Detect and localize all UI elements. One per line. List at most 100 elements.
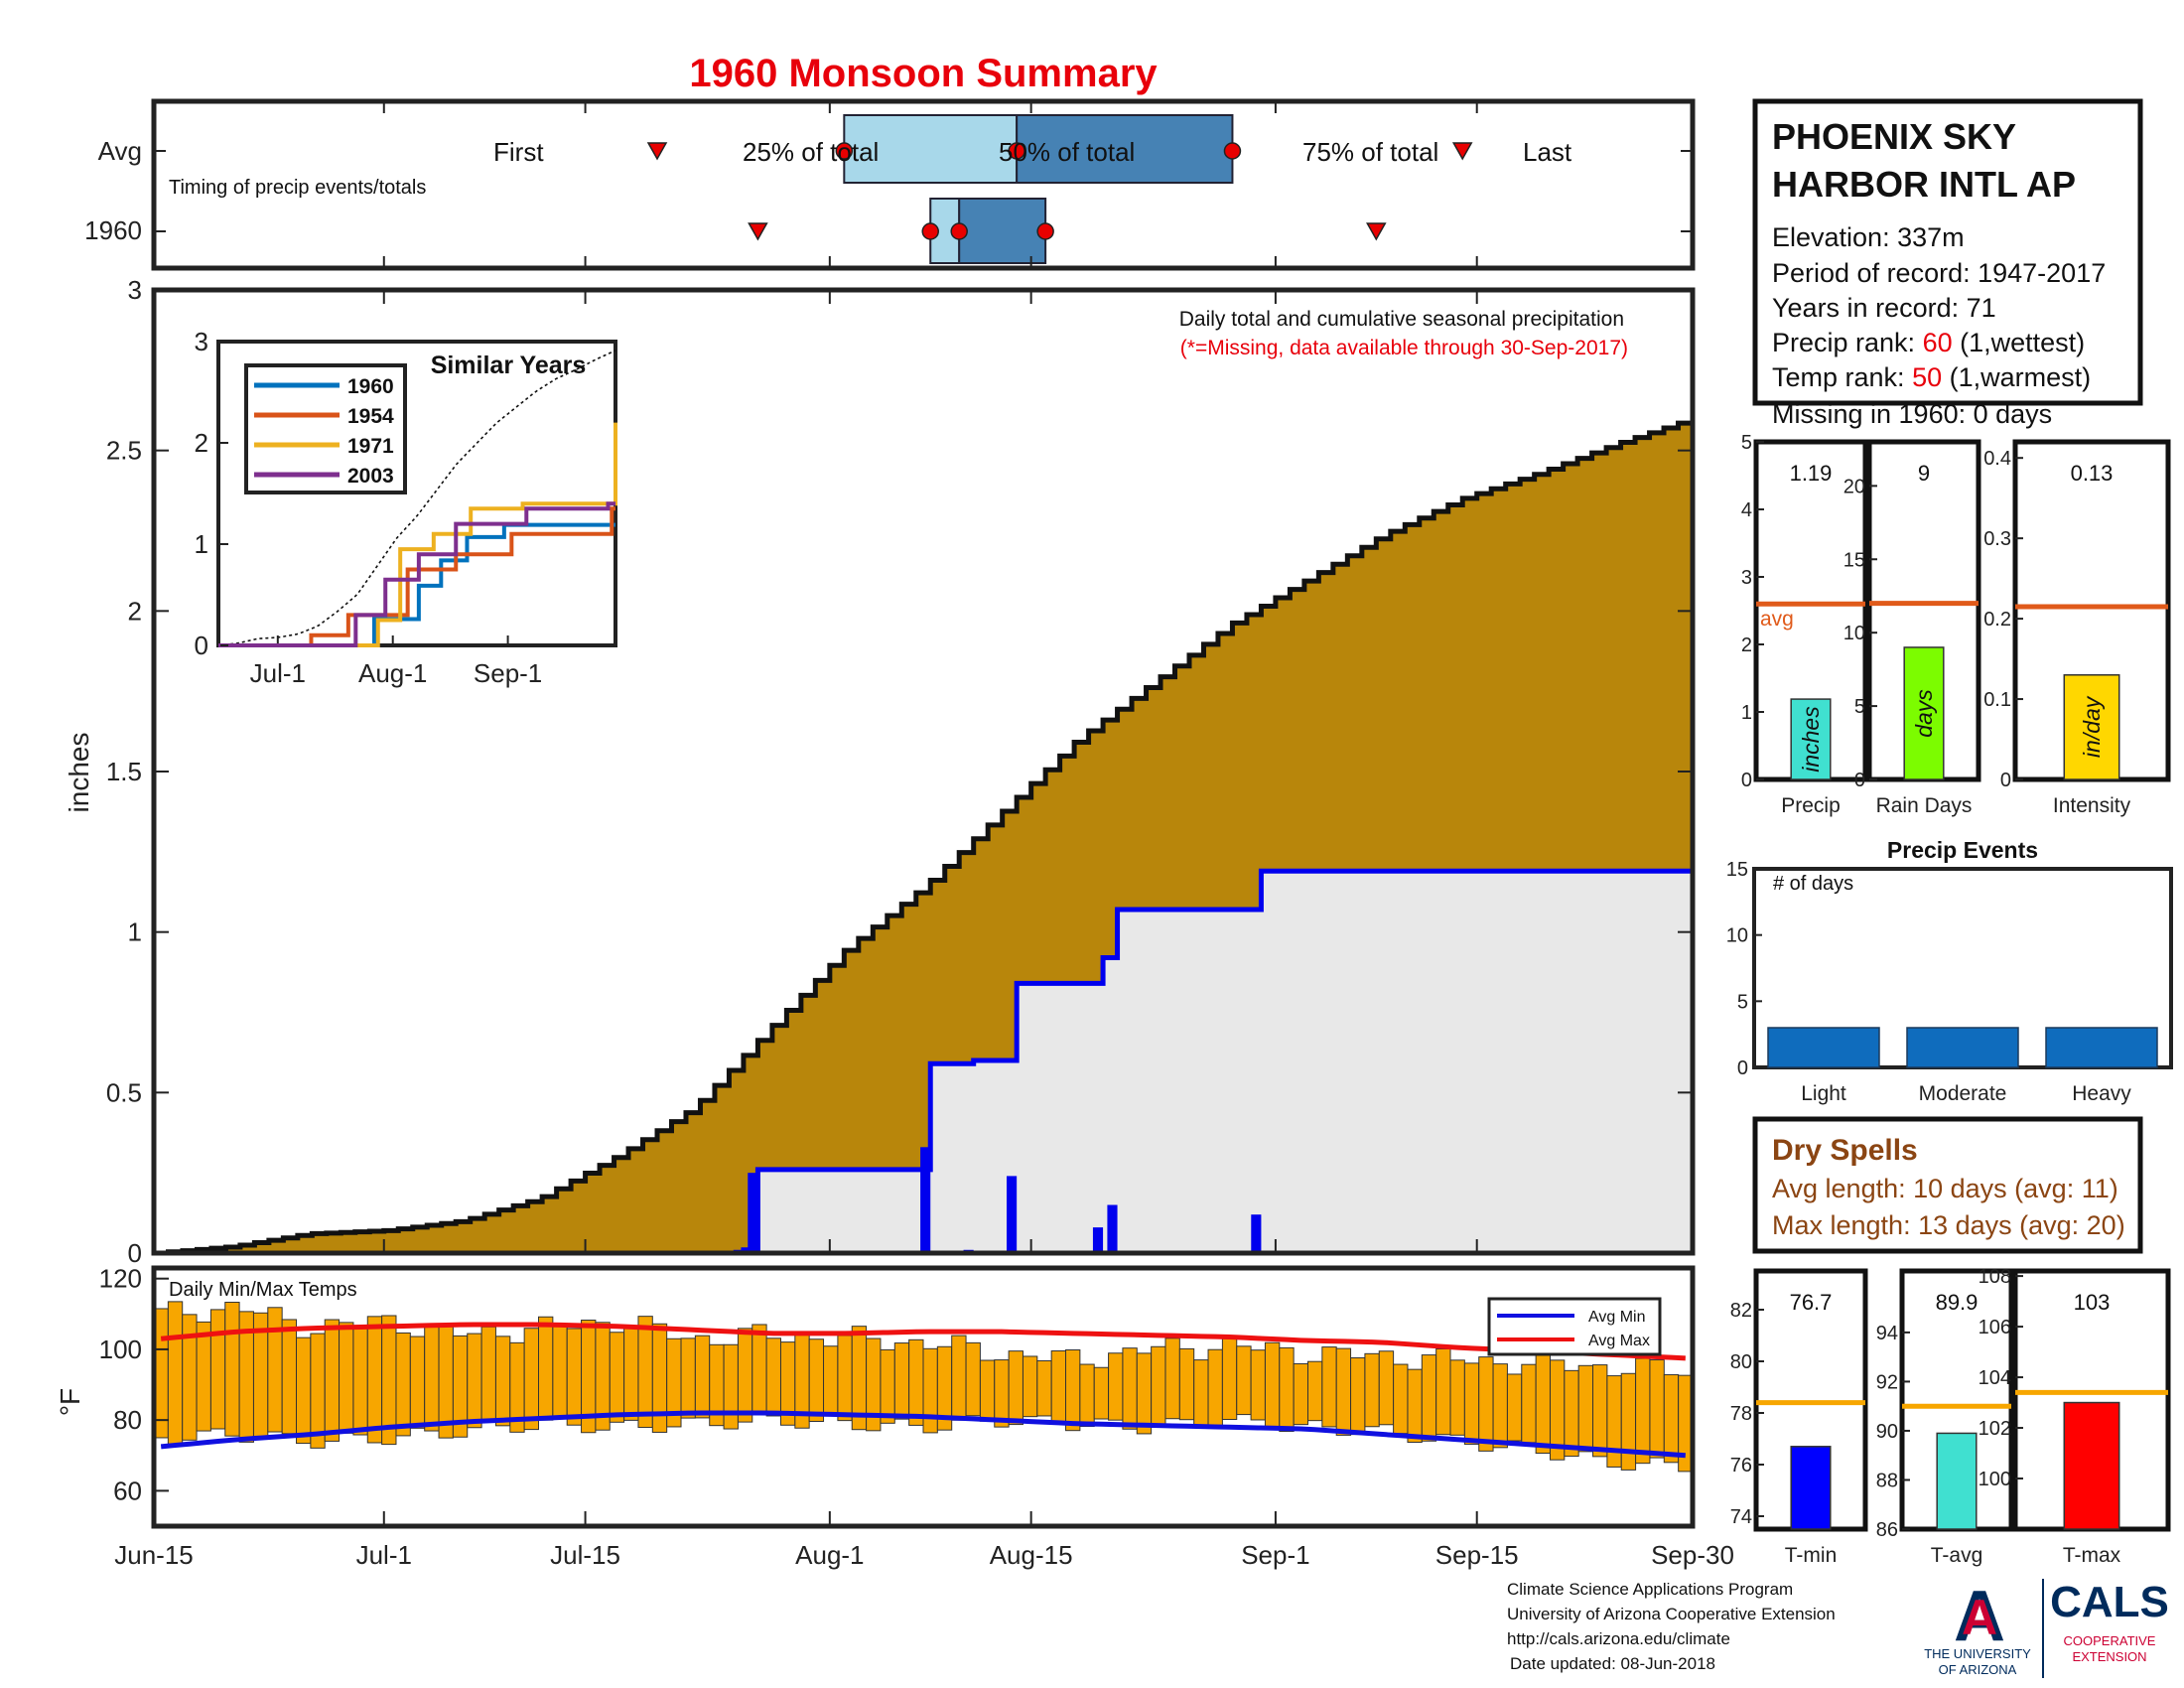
temp-day-bar [209, 1309, 226, 1430]
daily-precip-bar [748, 1173, 758, 1253]
stat-ytick-label: 5 [1854, 696, 1865, 718]
temp-day-bar [623, 1328, 639, 1421]
inset-title: Similar Years [431, 352, 587, 379]
stat-label: T-max [2063, 1544, 2121, 1567]
stat-value-text: 76.7 [1790, 1290, 1833, 1315]
events-ytick-label: 15 [1726, 859, 1748, 881]
temp-day-bar [1079, 1363, 1095, 1428]
temp-day-bar [1663, 1374, 1680, 1464]
temp-day-bar [395, 1332, 411, 1437]
temp-day-bar [339, 1322, 354, 1434]
temp-panel: 60 80 100 120 °F Daily Min/Max Temps Avg Mi… [55, 1264, 1734, 1570]
avg-min-line [160, 1410, 1686, 1459]
precip-y-label: inches [64, 733, 94, 813]
temp-day-bar [1264, 1341, 1281, 1431]
date-tick-label: Jul-1 [356, 1540, 412, 1570]
temp-day-bar [951, 1335, 967, 1421]
inset-legend: 1960 1954 1971 2003 [254, 375, 394, 488]
temp-day-bar [1463, 1362, 1480, 1445]
temp-day-bar [1335, 1347, 1352, 1436]
footer-line2: University of Arizona Cooperative Extens… [1507, 1605, 1836, 1623]
temp-ytick-label: 100 [99, 1335, 142, 1364]
temp-day-bar [1108, 1352, 1124, 1421]
temp-day-bar [965, 1341, 981, 1417]
date-tick-label: Sep-30 [1651, 1540, 1734, 1570]
temp-day-bar [1635, 1357, 1651, 1465]
footer-line4: Date updated: 08-Jun-2018 [1510, 1654, 1715, 1673]
year-first-marker [748, 222, 768, 241]
temp-day-bar [637, 1316, 653, 1429]
temp-day-bar [880, 1348, 895, 1424]
temp-day-bar [1620, 1372, 1637, 1471]
precip-ytick-label: 1 [128, 917, 142, 947]
year-p75-marker [1036, 222, 1054, 240]
stat-unit-text: days [1911, 689, 1937, 738]
temp-day-bar [1122, 1347, 1138, 1430]
stat-ytick-label: 0 [2000, 770, 2011, 791]
dry-spells-avg: Avg length: 10 days (avg: 11) [1772, 1174, 2118, 1203]
temp-day-bar [1492, 1363, 1508, 1449]
temp-legend-min: Avg Min [1588, 1309, 1646, 1326]
stat-ytick-label: 2 [1741, 634, 1752, 656]
temp-day-bar [893, 1342, 910, 1420]
temp-day-bar [1606, 1375, 1622, 1468]
stat-value-text: 1.19 [1790, 461, 1833, 486]
temp-day-bar [1649, 1359, 1665, 1459]
stat-ytick-label: 1 [1741, 702, 1752, 724]
temp-day-bar [1393, 1363, 1409, 1435]
temp-day-bar [1293, 1363, 1309, 1426]
precip-ytick-label: 3 [128, 275, 142, 305]
timing-panel: Avg 1960 Timing of precip events/totals … [84, 98, 1696, 271]
daily-precip-bar [1251, 1214, 1262, 1253]
timing-row-label-year: 1960 [84, 215, 142, 245]
temp-y-label: °F [55, 1388, 85, 1416]
temp-day-bar [552, 1324, 568, 1419]
daily-precip-bar [1092, 1227, 1104, 1253]
ua-logo: A A THE UNIVERSITY OF ARIZONA [1924, 1577, 2031, 1677]
temp-day-bar [296, 1336, 312, 1445]
temp-day-bar [1236, 1345, 1252, 1416]
stat-bar [2063, 1401, 2120, 1530]
daily-precip-bar [1007, 1176, 1018, 1253]
stat-label: T-avg [1931, 1544, 1983, 1567]
temp-day-bar [1008, 1350, 1024, 1426]
events-ytick-label: 0 [1737, 1057, 1748, 1079]
stat-panel-intensity: 0 0.1 0.2 0.3 0.4 0.13 Intensity in/day [1983, 439, 2171, 817]
stat-value-text: 89.9 [1936, 1290, 1979, 1315]
cals-logo-text: CALS [2050, 1578, 2169, 1626]
inset-series-1960 [218, 522, 615, 647]
date-tick-label: Aug-15 [990, 1540, 1073, 1570]
stat-ytick-label: 92 [1876, 1371, 1898, 1393]
date-tick-label: Jun-15 [114, 1540, 194, 1570]
temp-day-bar [1022, 1355, 1038, 1418]
temp-day-bar [1478, 1356, 1494, 1452]
inset-series-1971 [218, 422, 617, 647]
inset-legend-label-1960: 1960 [347, 375, 394, 398]
stat-panel-t-max: 100 102 104 106 108 103 T-max [1979, 1266, 2171, 1567]
cals-logo-line2: EXTENSION [2072, 1649, 2146, 1664]
stat-unit-text: in/day [2079, 695, 2105, 758]
temp-day-bar [1065, 1349, 1081, 1432]
events-category-label: Moderate [1919, 1082, 2007, 1105]
temp-day-bar [680, 1337, 696, 1419]
temp-day-bar [1564, 1369, 1579, 1458]
temp-day-bar [424, 1323, 440, 1432]
stat-label: Precip [1781, 794, 1841, 817]
stat-ytick-label: 86 [1876, 1519, 1898, 1541]
temp-day-bar [523, 1328, 539, 1431]
dry-spells-frame [1752, 1116, 2143, 1254]
timing-caption: Timing of precip events/totals [169, 177, 426, 199]
station-temp-rank: Temp rank: 50 (1,warmest) [1772, 362, 2091, 392]
stat-ytick-label: 4 [1741, 499, 1752, 521]
figure-title: 1960 Monsoon Summary [689, 52, 1158, 95]
temp-day-bar [1250, 1349, 1266, 1421]
temp-day-bar [1151, 1345, 1166, 1428]
temp-day-bar [324, 1319, 341, 1442]
temp-day-bar [1178, 1347, 1195, 1421]
temp-day-bar [765, 1337, 781, 1417]
inset-plot-area [217, 350, 617, 647]
station-box-frame [1752, 98, 2143, 406]
precip-rank-note: (1,wettest) [1960, 328, 2085, 357]
stat-ytick-label: 5 [1741, 432, 1752, 454]
temp-day-bar [1093, 1366, 1110, 1420]
